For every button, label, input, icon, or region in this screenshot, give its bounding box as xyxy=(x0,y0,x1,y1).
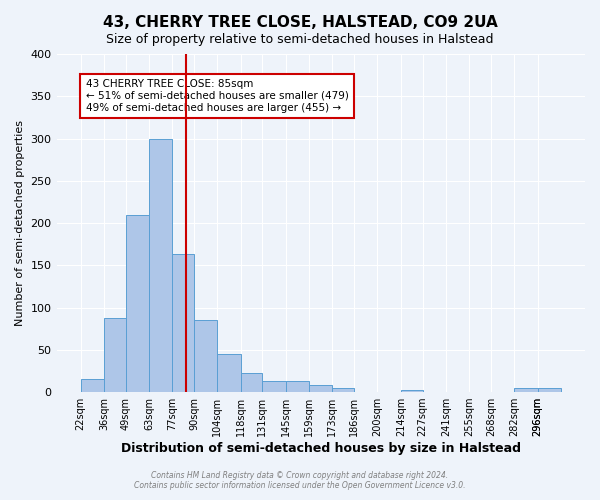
Text: 43, CHERRY TREE CLOSE, HALSTEAD, CO9 2UA: 43, CHERRY TREE CLOSE, HALSTEAD, CO9 2UA xyxy=(103,15,497,30)
Bar xyxy=(332,388,354,392)
Text: 43 CHERRY TREE CLOSE: 85sqm
← 51% of semi-detached houses are smaller (479)
49% : 43 CHERRY TREE CLOSE: 85sqm ← 51% of sem… xyxy=(86,80,349,112)
Text: Size of property relative to semi-detached houses in Halstead: Size of property relative to semi-detach… xyxy=(106,32,494,46)
X-axis label: Distribution of semi-detached houses by size in Halstead: Distribution of semi-detached houses by … xyxy=(121,442,521,455)
Bar xyxy=(125,216,149,392)
Bar xyxy=(286,381,309,392)
Bar xyxy=(538,388,561,392)
Bar xyxy=(241,374,262,392)
Bar xyxy=(217,354,241,392)
Bar xyxy=(401,390,422,392)
Bar xyxy=(172,254,194,392)
Bar xyxy=(104,318,125,392)
Y-axis label: Number of semi-detached properties: Number of semi-detached properties xyxy=(15,120,25,326)
Bar xyxy=(514,388,538,392)
Bar xyxy=(262,381,286,392)
Bar xyxy=(194,320,217,392)
Bar xyxy=(149,138,172,392)
Bar xyxy=(309,386,332,392)
Text: Contains HM Land Registry data © Crown copyright and database right 2024.
Contai: Contains HM Land Registry data © Crown c… xyxy=(134,470,466,490)
Bar xyxy=(80,380,104,392)
